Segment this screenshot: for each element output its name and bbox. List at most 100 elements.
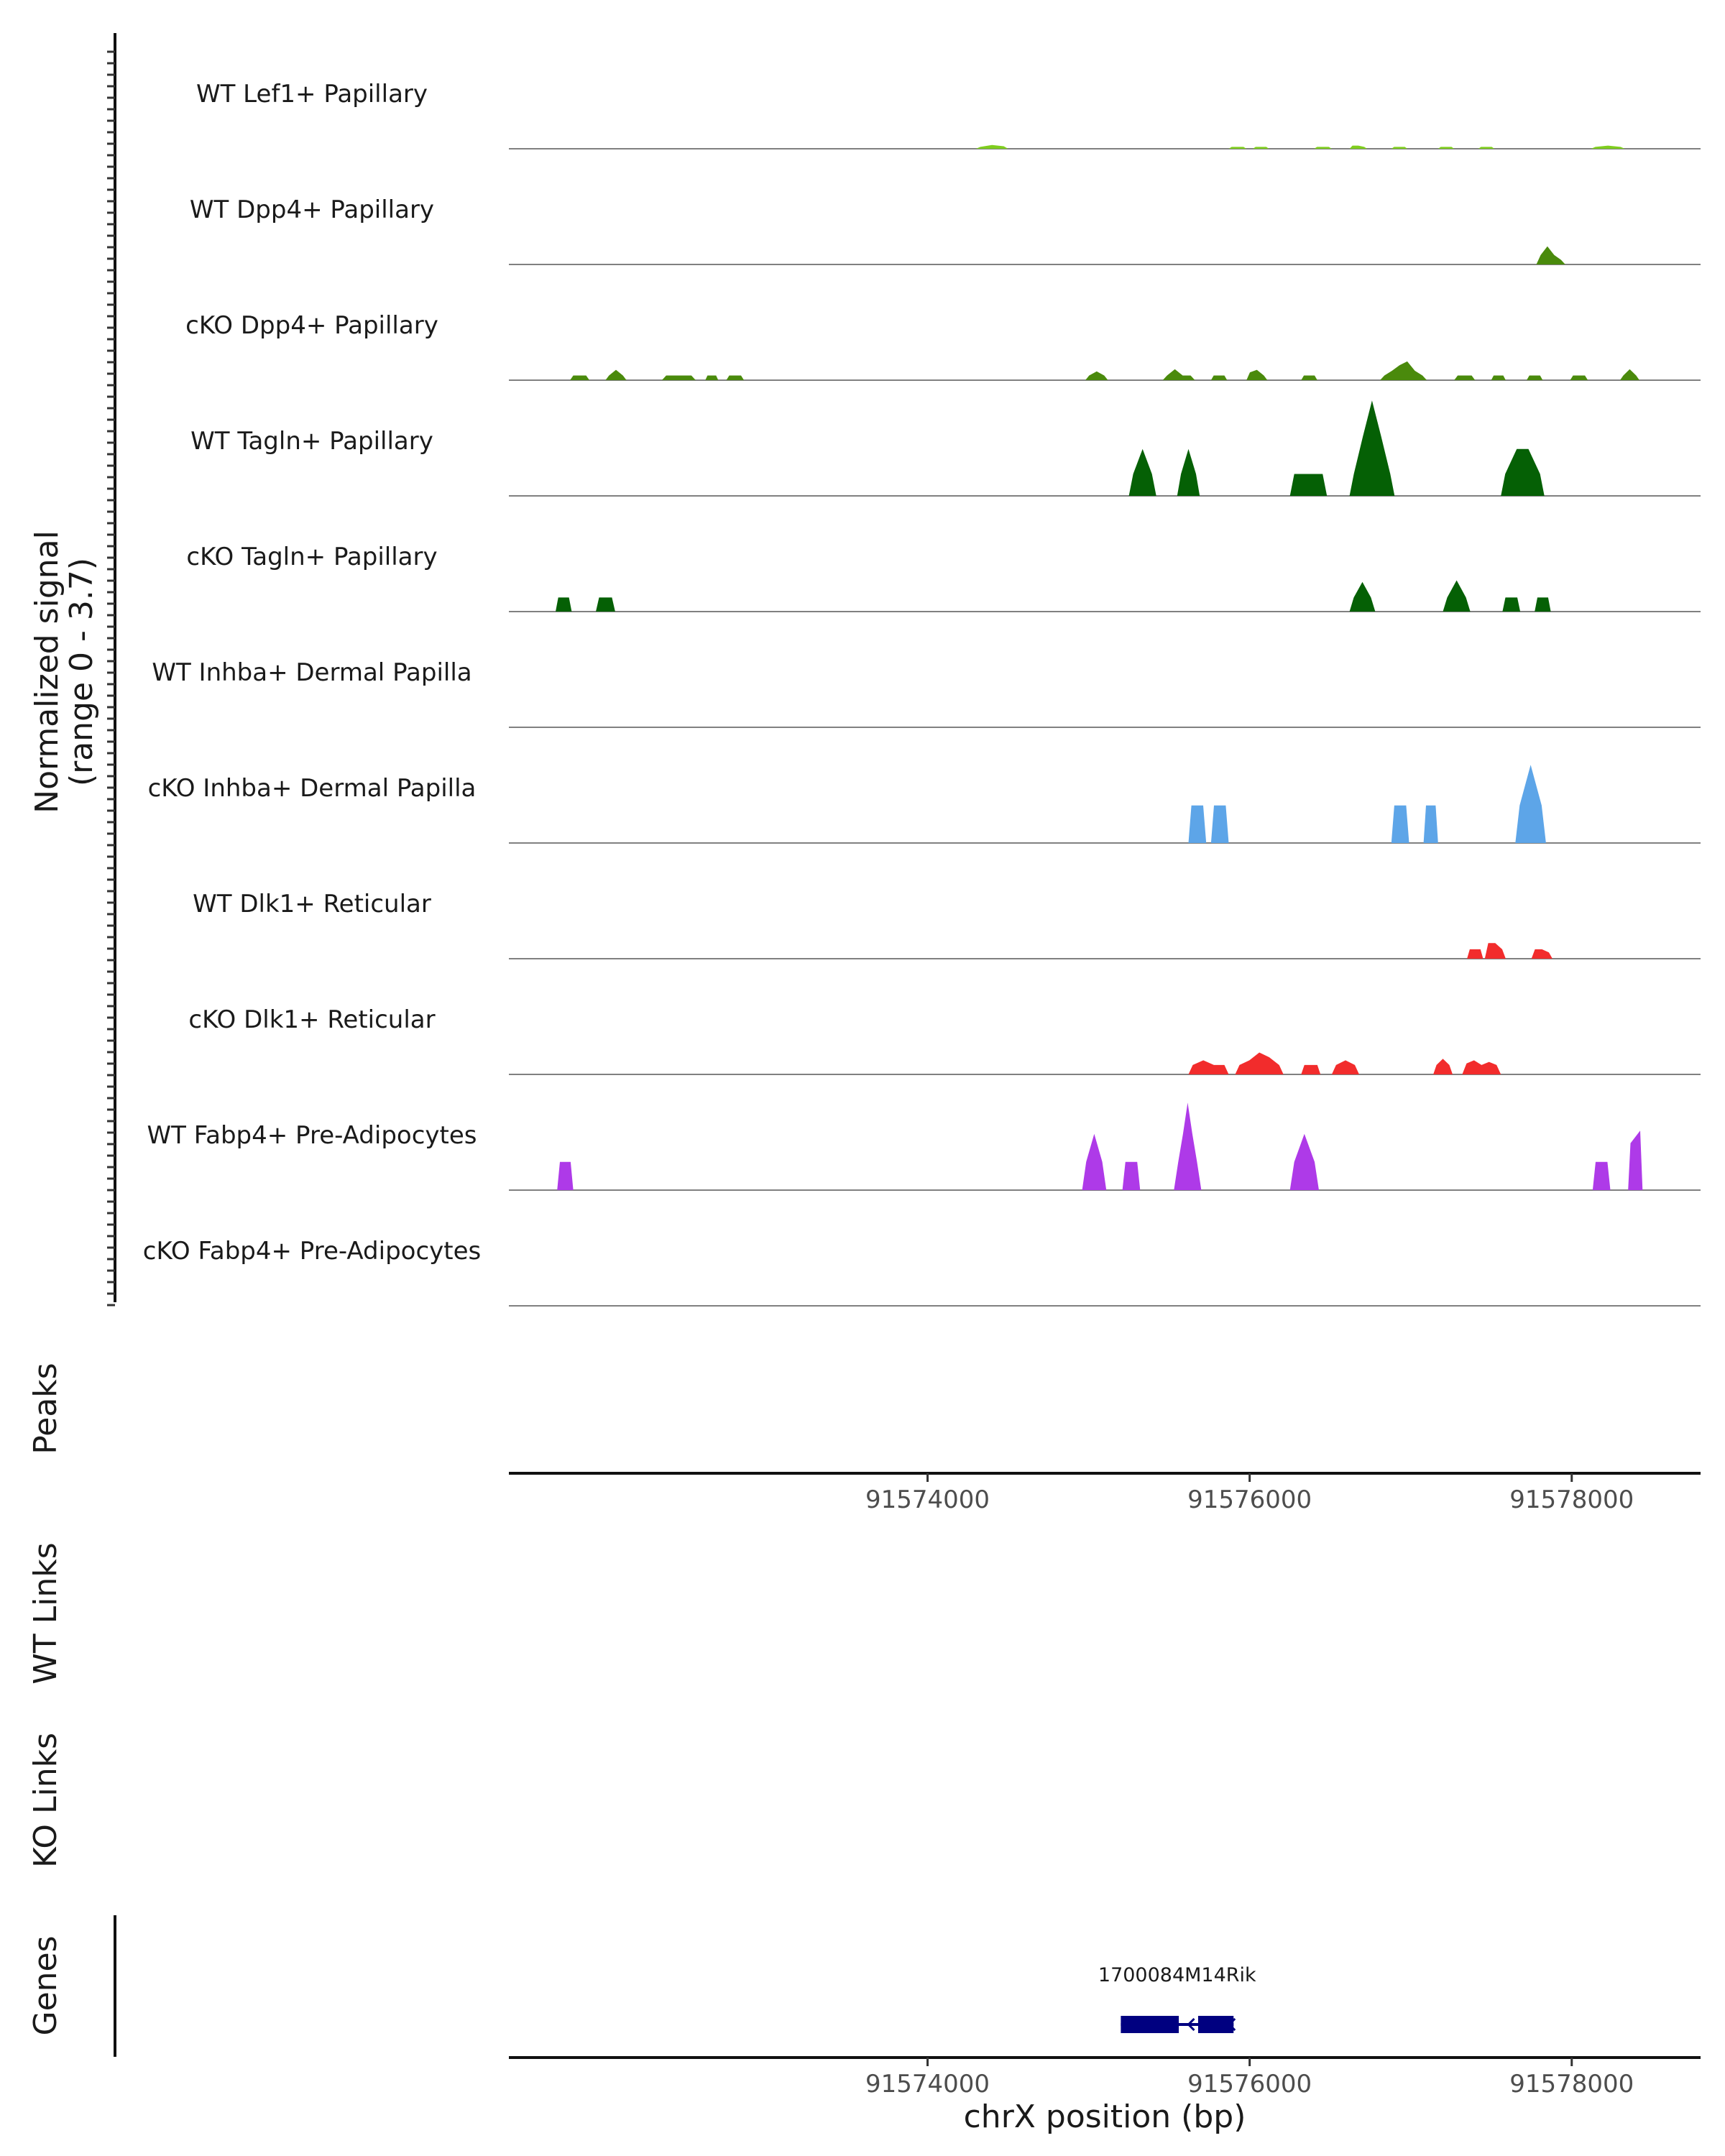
coverage-peak — [1253, 147, 1269, 149]
coverage-peak — [1462, 1060, 1501, 1074]
coverage-peak — [1515, 765, 1546, 843]
y-axis-range: (range 0 - 3.7) — [63, 558, 100, 786]
coverage-peak — [1162, 369, 1195, 380]
track: cKO Inhba+ Dermal Papilla — [148, 765, 1701, 844]
coverage-peak — [1502, 597, 1521, 612]
coverage-peak — [1301, 375, 1317, 380]
genes-panel-label: Genes — [27, 1935, 64, 2035]
gene-exon — [1197, 2016, 1234, 2033]
x-axis-title: chrX position (bp) — [964, 2099, 1246, 2135]
track: cKO Dlk1+ Reticular — [188, 1005, 1701, 1075]
track-label: WT Fabp4+ Pre-Adipocytes — [147, 1121, 477, 1150]
coverage-peak — [1301, 1064, 1321, 1074]
track-label: WT Dpp4+ Papillary — [190, 195, 434, 224]
coverage-peak — [1591, 145, 1625, 149]
x-tick-label: 91578000 — [1509, 1485, 1634, 1514]
x-tick-label: 91576000 — [1187, 1485, 1312, 1514]
coverage-peak — [1423, 805, 1438, 843]
coverage-peak — [1246, 369, 1268, 380]
coverage-peak — [1122, 1161, 1141, 1190]
coverage-peak — [1349, 145, 1368, 149]
coverage-peak — [1391, 805, 1409, 843]
coverage-peak — [1391, 147, 1408, 149]
coverage-peak — [1082, 1133, 1107, 1190]
coverage-peak — [1380, 361, 1427, 380]
coverage-peak — [1228, 147, 1247, 149]
coverage-peak — [570, 375, 589, 380]
coverage-peak — [1536, 246, 1565, 264]
coverage-peak — [1443, 580, 1471, 612]
coverage-peak — [1177, 448, 1200, 496]
coverage-peak — [1349, 581, 1376, 612]
coverage-peak — [557, 1161, 574, 1190]
track: cKO Dpp4+ Papillary — [185, 311, 1701, 381]
gene-model — [1121, 2016, 1236, 2033]
coverage-peak — [1438, 147, 1455, 149]
ko-links-panel-label: KO Links — [27, 1733, 64, 1868]
gene-name-label: 1700084M14Rik — [1098, 1964, 1256, 1986]
coverage-peak — [1314, 147, 1332, 149]
track-label: cKO Fabp4+ Pre-Adipocytes — [143, 1237, 482, 1266]
track: WT Dlk1+ Reticular — [193, 890, 1701, 959]
coverage-peak — [1349, 400, 1395, 496]
y-axis-title: Normalized signal — [29, 530, 65, 814]
track: WT Inhba+ Dermal Papilla — [152, 658, 1701, 728]
coverage-peak — [1467, 949, 1484, 959]
coverage-peak — [1289, 1133, 1319, 1190]
coverage-peak — [1535, 597, 1551, 612]
coverage-peak — [975, 144, 1008, 149]
track-label: WT Dlk1+ Reticular — [193, 890, 431, 918]
coverage-peak — [1531, 949, 1552, 959]
coverage-peak — [1628, 1130, 1643, 1190]
strand-arrow — [1123, 2017, 1132, 2032]
coverage-peak — [1620, 369, 1639, 380]
y-axis-ticks — [107, 50, 115, 1307]
track: WT Fabp4+ Pre-Adipocytes — [147, 1102, 1701, 1191]
coverage-peak — [1478, 147, 1495, 149]
coverage-peak — [1491, 375, 1506, 380]
coverage-peak — [596, 597, 615, 612]
genes-x-ticks: 91574000 91576000 91578000 — [865, 2058, 1634, 2099]
coverage-peak — [1128, 448, 1156, 496]
coverage-peak — [726, 375, 745, 380]
gene-exon — [1121, 2016, 1179, 2033]
track: cKO Fabp4+ Pre-Adipocytes — [143, 1237, 1701, 1307]
coverage-peak — [1210, 375, 1228, 380]
coverage-peak — [1331, 1060, 1359, 1074]
x-tick-label: 91578000 — [1509, 2070, 1634, 2099]
strand-arrow — [1187, 2017, 1195, 2032]
coverage-peak — [1592, 1161, 1611, 1190]
x-tick-label: 91574000 — [865, 1485, 990, 1514]
coverage-peak — [1188, 805, 1207, 843]
track: cKO Tagln+ Papillary — [186, 543, 1701, 612]
track: WT Dpp4+ Papillary — [190, 195, 1701, 265]
track-label: cKO Inhba+ Dermal Papilla — [148, 774, 477, 803]
coverage-peak — [1174, 1102, 1202, 1190]
x-tick-label: 91574000 — [865, 2070, 990, 2099]
coverage-peak — [1210, 805, 1229, 843]
track: WT Lef1+ Papillary — [196, 80, 1701, 149]
coverage-peak — [1454, 375, 1476, 380]
track-label: cKO Tagln+ Papillary — [186, 543, 437, 571]
track: WT Tagln+ Papillary — [190, 400, 1701, 497]
coverage-peak — [1188, 1060, 1229, 1074]
coverage-tracks: WT Lef1+ Papillary WT Dpp4+ Papillary cKO … — [143, 80, 1701, 1307]
track-label: WT Tagln+ Papillary — [190, 427, 433, 456]
strand-arrow — [1228, 2017, 1236, 2032]
x-tick-label: 91576000 — [1187, 2070, 1312, 2099]
track-label: cKO Dlk1+ Reticular — [188, 1005, 435, 1034]
coverage-peak — [661, 375, 696, 380]
coverage-peak — [1085, 371, 1108, 380]
coverage-peak — [1235, 1052, 1284, 1074]
track-label: WT Lef1+ Papillary — [196, 80, 428, 109]
coverage-peak — [1289, 474, 1328, 496]
track-label: cKO Dpp4+ Papillary — [185, 311, 438, 340]
coverage-peak — [1484, 943, 1506, 959]
track-label: WT Inhba+ Dermal Papilla — [152, 658, 472, 687]
coverage-peak — [1433, 1059, 1453, 1074]
coverage-peak — [556, 597, 572, 612]
wt-links-panel-label: WT Links — [27, 1542, 64, 1684]
coverage-peak — [705, 375, 719, 380]
coverage-peak — [1527, 375, 1543, 380]
